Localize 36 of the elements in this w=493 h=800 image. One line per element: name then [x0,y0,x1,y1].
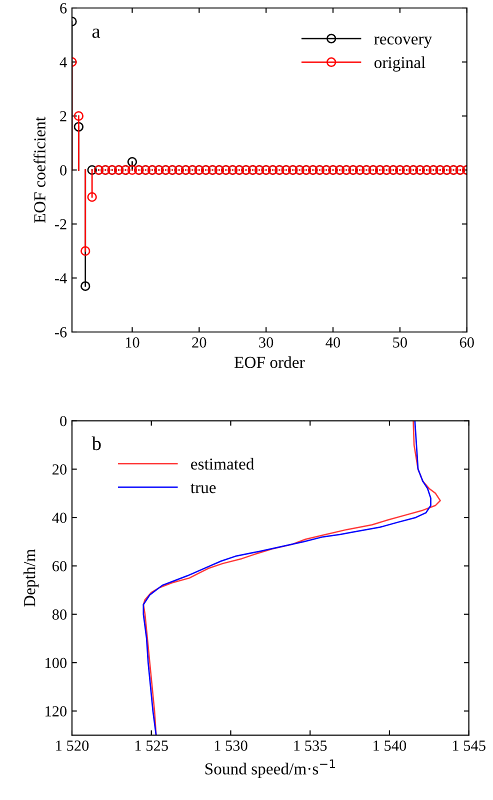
y-tick-label: 4 [60,57,67,68]
y-tick-label: 40 [52,512,67,523]
legend-label: true [190,484,216,494]
y-tick-label: 20 [52,464,67,475]
x-tick-label: 1 530 [214,740,248,751]
x-tick-label: 40 [326,337,340,348]
x-axis-title: Sound speed/m·s$^{−1}$ [205,759,335,778]
legend-label: estimated [191,458,254,470]
x-axis-title: EOF order [234,356,305,368]
y-tick-label: 2 [60,111,66,122]
x-tick-label: 50 [393,337,407,348]
legend-label: recovery [374,36,432,48]
y-tick-label: 60 [52,561,67,572]
x-tick-label: 20 [192,337,206,348]
x-tick-label: 1 525 [136,740,168,751]
x-tick-label: 1 545 [453,740,486,751]
x-tick-label: 60 [460,337,474,348]
y-tick-label: 6 [60,3,67,14]
y-tick-label: -2 [54,219,66,230]
y-tick-label: 0 [60,416,67,426]
y-tick-label: 0 [60,165,67,176]
y-axis-title: Depth/m [24,549,39,607]
x-tick-label: 1 535 [294,740,327,751]
x-tick-label: 30 [259,337,274,348]
legend-label: original [374,56,426,72]
y-tick-label: -6 [54,327,67,338]
y-tick-label: -4 [54,273,67,284]
x-tick-label: 10 [126,337,140,348]
x-tick-label: 1 520 [56,740,89,751]
y-tick-label: 100 [46,658,67,668]
y-tick-label: 80 [52,609,67,620]
annotation: b [92,436,101,450]
annotation: a [92,28,100,38]
x-tick-label: 1 540 [374,740,406,751]
y-tick-label: 120 [46,706,67,716]
y-axis-title: EOF coefficient [34,116,46,223]
